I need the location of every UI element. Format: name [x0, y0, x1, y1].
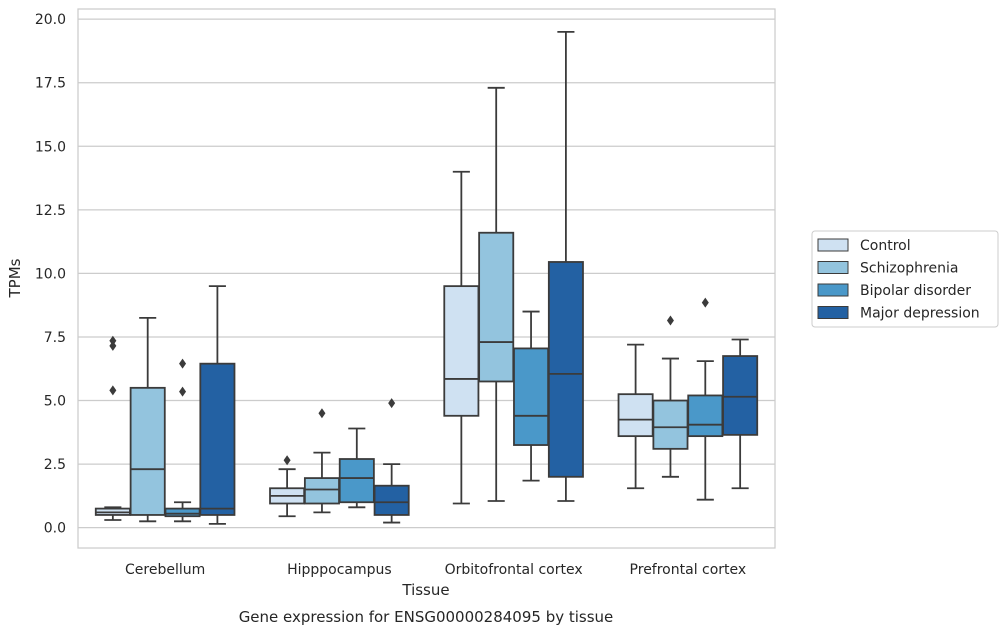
series-major-depression	[199, 30, 759, 525]
x-tick-label: Prefrontal cortex	[630, 562, 747, 578]
y-tick-label: 5.0	[44, 394, 66, 410]
legend: Control Schizophrenia Bipolar disorder Majo…	[811, 230, 999, 328]
y-axis-label: TPMs	[6, 258, 24, 298]
outlier-point	[666, 315, 674, 326]
outlier-point	[179, 358, 187, 369]
x-tick-label: Hipppocampus	[287, 562, 392, 578]
legend-label: Major depression	[860, 306, 980, 322]
box	[373, 398, 410, 524]
series-bipolar-disorder	[164, 297, 724, 523]
box	[129, 317, 166, 523]
box	[478, 86, 515, 502]
x-axis-ticks: Cerebellum Hipppocampus Orbitofrontal cort…	[125, 562, 746, 578]
y-tick-label: 15.0	[35, 139, 66, 155]
box-rect	[513, 347, 550, 446]
legend-label: Control	[860, 238, 911, 254]
box-rect	[129, 386, 166, 516]
outlier-point	[283, 455, 291, 466]
box-rect	[443, 285, 480, 417]
box-rect	[478, 231, 515, 383]
box	[94, 335, 131, 521]
legend-frame	[811, 230, 999, 328]
outlier-point	[109, 335, 117, 346]
box	[547, 30, 584, 502]
outlier-point	[109, 340, 117, 351]
legend-label: Schizophrenia	[860, 261, 958, 277]
box-rect	[687, 394, 724, 438]
y-tick-label: 17.5	[35, 76, 66, 92]
box	[199, 285, 236, 525]
box-rect	[164, 507, 201, 518]
box	[338, 427, 375, 509]
box	[722, 338, 759, 490]
box-rect	[338, 458, 375, 504]
series-control	[94, 170, 654, 521]
box-rect	[303, 477, 340, 505]
box	[513, 310, 550, 482]
outlier-point	[179, 386, 187, 397]
y-tick-label: 7.5	[44, 330, 66, 346]
box-rect	[617, 393, 654, 438]
x-tick-label: Cerebellum	[125, 562, 205, 578]
outlier-point	[701, 297, 709, 308]
y-tick-label: 20.0	[35, 12, 66, 28]
box-rect	[373, 484, 410, 516]
outlier-point	[318, 408, 326, 419]
legend-swatch	[817, 261, 849, 274]
y-axis-ticks: 0.0 2.5 5.0 7.5 10.0 12.5 15.0 17.5 20.0	[35, 12, 66, 536]
box-rect	[652, 399, 689, 450]
y-tick-label: 10.0	[35, 266, 66, 282]
plot-frame	[77, 8, 776, 549]
y-tick-label: 12.5	[35, 203, 66, 219]
box	[443, 170, 480, 505]
box-rect	[199, 362, 236, 516]
box	[687, 297, 724, 501]
y-tick-label: 0.0	[44, 521, 66, 537]
legend-label: Bipolar disorder	[860, 283, 971, 299]
legend-swatch	[817, 238, 849, 252]
legend-swatch	[817, 306, 849, 319]
legend-items: Control Schizophrenia Bipolar disorder Majo…	[817, 238, 980, 322]
outlier-point	[109, 385, 117, 396]
x-axis-label: Tissue	[401, 581, 449, 599]
y-tick-label: 2.5	[44, 457, 66, 473]
box	[617, 343, 654, 490]
box-rect	[547, 261, 584, 478]
legend-swatch	[817, 283, 849, 297]
gridlines	[78, 18, 775, 529]
box-rect	[722, 355, 759, 436]
box	[269, 455, 306, 518]
series-schizophrenia	[129, 86, 689, 523]
box	[164, 358, 201, 523]
box-series	[94, 30, 759, 525]
figure-caption: Gene expression for ENSG00000284095 by t…	[239, 608, 614, 626]
outlier-point	[388, 398, 396, 409]
x-tick-label: Orbitofrontal cortex	[445, 562, 583, 578]
